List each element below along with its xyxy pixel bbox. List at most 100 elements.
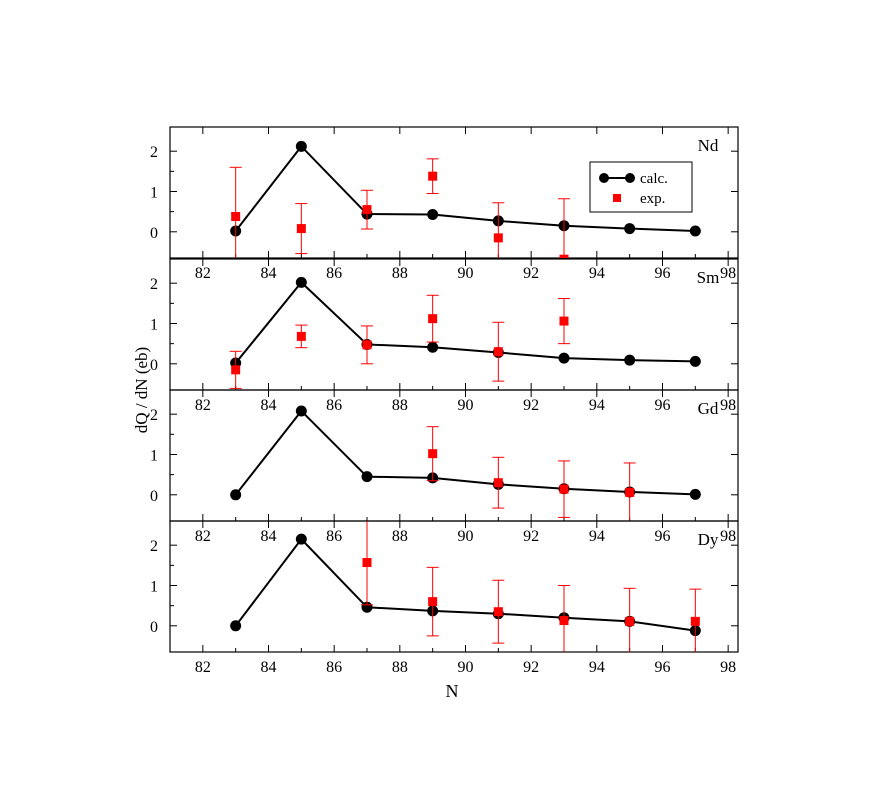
x-tick-label: 86 [326,659,342,676]
x-tick-label: 98 [720,265,736,282]
exp-point [559,316,569,326]
calc-point [689,355,701,367]
y-tick-label: 2 [150,276,158,293]
exp-series-group [360,521,702,652]
calc-point [689,225,701,237]
exp-series-group [229,158,570,258]
exp-point [296,224,306,234]
exp-point [559,616,569,626]
exp-point [428,449,438,459]
exp-point [231,211,241,221]
exp-series-group [426,426,636,521]
panel-title: Nd [698,136,719,155]
x-tick-label: 90 [457,265,473,282]
panel-gd: 82 84 86 88 90 92 94 96 98 0 1 2 Gd [150,389,739,545]
calc-series-line [234,280,696,364]
y-tick-label: 0 [150,225,158,242]
x-tick-label: 88 [392,397,408,414]
y-tick-label: 2 [150,144,158,161]
x-tick-label: 82 [195,265,211,282]
panel-sm: 82 84 86 88 90 92 94 96 98 0 1 2 Sm [150,258,739,414]
x-tick-label: 98 [720,528,736,545]
calc-point [624,354,636,366]
x-tick-label: 84 [260,397,276,414]
x-tick-label: 82 [195,659,211,676]
calc-point [427,341,439,353]
panel-nd: 82 84 86 88 90 92 94 96 98 0 1 2 Nd [150,126,739,282]
exp-point [296,331,306,341]
y-tick-label: 0 [150,619,158,636]
x-tick-label: 92 [523,265,539,282]
y-tick-label: 0 [150,488,158,505]
x-tick-label: 86 [326,397,342,414]
x-tick-label: 90 [457,659,473,676]
x-tick-label: 92 [523,659,539,676]
calc-point [295,405,307,417]
panel-frame [169,520,739,653]
exp-point [428,171,438,181]
exp-point [625,487,635,497]
x-tick-label: 94 [589,528,605,545]
x-tick-label: 86 [326,528,342,545]
panel-title: Sm [697,268,720,287]
exp-point [493,347,503,357]
x-tick-label: 88 [392,659,408,676]
exp-point [428,314,438,324]
legend: calc. exp. [589,161,693,213]
exp-point [559,484,569,494]
exp-point [362,340,372,350]
x-tick-label: 90 [457,528,473,545]
x-tick-label: 96 [654,528,670,545]
x-tick-label: 98 [720,659,736,676]
x-tick-label: 94 [589,265,605,282]
calc-point [361,471,373,483]
x-tick-label: 88 [392,265,408,282]
x-tick-label: 86 [326,265,342,282]
exp-point [625,616,635,626]
x-tick-label: 98 [720,397,736,414]
x-tick-label: 82 [195,528,211,545]
panel-frame [169,126,739,259]
calc-series-line [234,537,696,632]
x-tick-label: 88 [392,528,408,545]
x-tick-label: 84 [260,659,276,676]
exp-series-group [229,294,570,389]
exp-point [690,616,700,626]
panel-dy: 82 84 86 88 90 92 94 96 98 0 1 2 Dy [150,520,739,676]
panel-frame [169,389,739,522]
calc-series-line [234,144,696,232]
exp-point [362,558,372,568]
x-tick-label: 96 [654,265,670,282]
calc-point [230,620,242,632]
calc-point [427,208,439,220]
panel-title: Dy [698,530,719,549]
y-axis-label: dQ / dN (eb) [132,347,151,433]
x-tick-label: 94 [589,659,605,676]
x-axis-label: N [446,681,459,701]
y-tick-label: 0 [150,357,158,374]
exp-point [493,607,503,617]
calc-point [558,352,570,364]
x-tick-label: 92 [523,528,539,545]
calc-point [295,276,307,288]
legend-exp-label: exp. [640,191,665,207]
y-tick-label: 2 [150,538,158,555]
x-tick-label: 84 [260,528,276,545]
panel-frame [169,258,739,391]
calc-point [689,488,701,500]
y-tick-label: 1 [150,578,158,595]
x-tick-label: 84 [260,265,276,282]
exp-point [428,597,438,607]
panel-title: Gd [698,399,719,418]
x-tick-label: 96 [654,397,670,414]
y-tick-label: 2 [150,407,158,424]
calc-point [230,489,242,501]
legend-calc-marker-left [599,173,609,183]
exp-point [362,205,372,215]
exp-point [493,233,503,243]
legend-calc-marker-right [625,173,635,183]
exp-point [493,478,503,488]
x-tick-label: 90 [457,397,473,414]
y-tick-label: 1 [150,184,158,201]
